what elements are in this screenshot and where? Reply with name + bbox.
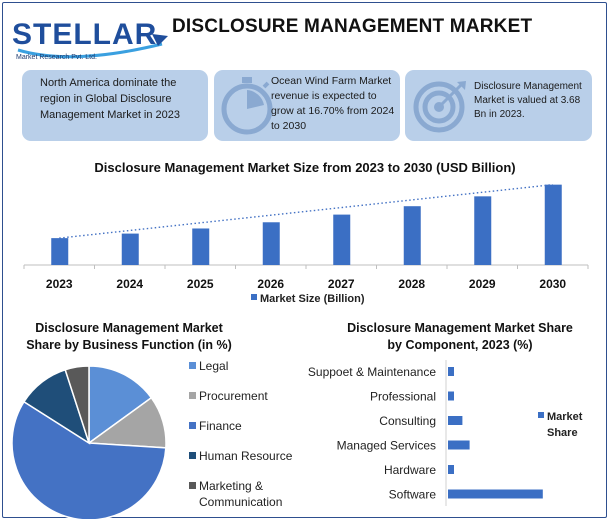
info-box-region: North America dominate the region in Glo…	[22, 70, 208, 141]
pie-slice-legal	[88, 365, 153, 445]
bar-2024	[121, 233, 139, 265]
hbar-chart-title-line: by Component, 2023 (%)	[387, 338, 533, 352]
legend-swatch	[538, 412, 544, 418]
pie-chart-title: Disclosure Management Market Share by Bu…	[14, 320, 244, 354]
legend-label: Share	[547, 427, 578, 439]
y-tick-label: Software	[389, 488, 437, 502]
info-box-growth: Ocean Wind Farm Market revenue is expect…	[214, 70, 400, 141]
legend-label-line: Finance	[199, 419, 242, 433]
x-tick-label: 2023	[46, 277, 73, 291]
x-tick-label: 2028	[398, 277, 425, 291]
pie-chart-title-line: Share by Business Function (in %)	[26, 338, 232, 352]
hbar-5	[448, 489, 543, 499]
x-tick-label: 2030	[539, 277, 566, 291]
stellar-logo: STELLAR Market Research Pvt. Ltd.	[12, 14, 172, 66]
x-tick-label: 2027	[328, 277, 355, 291]
info-line: region in Global Disclosure	[40, 93, 172, 105]
y-tick-label: Professional	[370, 390, 436, 404]
bar-2025	[192, 228, 210, 265]
legend-label-line: Procurement	[199, 389, 268, 403]
info-line: Ocean Wind Farm Market	[271, 75, 392, 87]
x-tick-label: 2026	[257, 277, 284, 291]
y-tick-label: Managed Services	[337, 439, 436, 453]
legend-label: Market	[547, 411, 583, 423]
logo-swoosh-icon	[17, 34, 168, 59]
info-line: Disclosure Management	[474, 81, 582, 92]
legend-swatch	[251, 294, 257, 300]
info-line: to 2030	[271, 120, 307, 132]
legend-label-legal: Legal	[199, 358, 228, 374]
info-line: Bn in 2023.	[474, 109, 525, 120]
legend-label-line: Legal	[199, 359, 229, 373]
legend-label-line: Marketing &	[199, 479, 264, 493]
y-tick-label: Hardware	[384, 463, 436, 477]
legend-label-human_resource: Human Resource	[199, 448, 292, 464]
info-box-region-text: North America dominate the region in Glo…	[40, 75, 205, 123]
pie-chart-title-line: Disclosure Management Market	[35, 321, 223, 335]
x-tick-label: 2024	[116, 277, 143, 291]
business-function-pie-chart	[11, 365, 167, 519]
legend-label: Market Size (Billion)	[260, 293, 365, 305]
bar-chart-title: Disclosure Management Market Size from 2…	[94, 160, 516, 175]
legend-label-line: Human Resource	[199, 449, 293, 463]
legend-label-procurement: Procurement	[199, 388, 268, 404]
target-icon	[413, 81, 466, 133]
legend-label-finance: Finance	[199, 418, 242, 434]
hbar-1	[448, 391, 454, 401]
page-title: DISCLOSURE MANAGEMENT MARKET	[172, 16, 533, 37]
infographic-frame	[2, 2, 607, 518]
bar-2030	[544, 184, 562, 265]
logo-text: STELLAR	[12, 18, 158, 51]
info-line: Market is valued at 3.68	[474, 95, 581, 106]
hbar-chart-title-line: Disclosure Management Market Share	[347, 321, 573, 335]
pie-slice-marketing	[64, 365, 90, 444]
stopwatch-icon	[221, 77, 273, 135]
legend-label-marketing: Marketing & Communication	[199, 478, 282, 510]
y-tick-label: Consulting	[379, 414, 436, 428]
x-tick-label: 2025	[187, 277, 214, 291]
legend-swatch	[189, 452, 196, 459]
legend-swatch	[189, 482, 196, 489]
info-box-valuation: Disclosure Management Market is valued a…	[405, 70, 592, 141]
info-box-valuation-text: Disclosure Management Market is valued a…	[474, 80, 590, 122]
bar-2023	[51, 238, 69, 265]
component-share-bar-chart: Suppoet & Maintenance Professional Consult…	[308, 360, 583, 506]
bar-2029	[474, 196, 492, 265]
bar-2027	[333, 214, 351, 265]
hbar-2	[448, 416, 463, 425]
pie-slice-finance	[11, 400, 167, 519]
hbar-0	[448, 367, 454, 376]
logo-subtitle: Market Research Pvt. Ltd.	[16, 54, 97, 61]
legend-label-line: Communication	[199, 495, 283, 509]
y-tick-label: Suppoet & Maintenance	[308, 365, 436, 379]
bar-2028	[403, 206, 421, 265]
info-line: revenue is expected to	[271, 90, 377, 102]
info-line: Management Market in 2023	[40, 109, 181, 121]
hbar-chart-title: Disclosure Management Market Share by Co…	[330, 320, 590, 354]
info-line: grow at 16.70% from 2024	[271, 105, 395, 117]
info-box-growth-text: Ocean Wind Farm Market revenue is expect…	[271, 74, 401, 134]
hbar-4	[448, 465, 454, 474]
hbar-3	[448, 440, 470, 450]
info-line: North America dominate the	[40, 77, 177, 89]
legend-swatch	[189, 422, 196, 429]
legend-swatch	[189, 362, 196, 369]
trendline	[59, 183, 553, 239]
bar-2026	[262, 222, 280, 265]
x-tick-label: 2029	[469, 277, 496, 291]
market-size-bar-chart: 2023 2024 2025 2026 2027 2028 2029 2030 Market S…	[23, 183, 589, 305]
legend-swatch	[189, 392, 196, 399]
